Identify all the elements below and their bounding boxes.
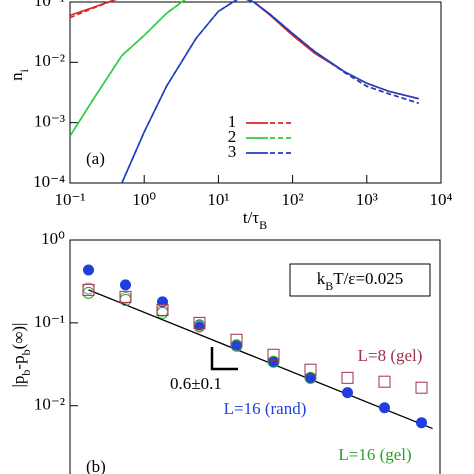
legend-label: 1 <box>228 112 237 131</box>
annotation-part: T/ε=0.025 <box>333 269 403 288</box>
annotation: kBT/ε=0.025 <box>317 269 404 293</box>
point <box>342 387 353 399</box>
y-axis-label-part: b <box>19 370 33 376</box>
y-axis-label-part: -p <box>9 355 28 369</box>
y-axis-label: |pb-pb(∞)| <box>9 323 33 388</box>
plot-marks <box>82 264 433 430</box>
y-axis-label-part: |p <box>9 376 28 388</box>
y-axis-label-part: i <box>17 68 31 72</box>
x-axis-label-part: t/τ <box>243 208 259 227</box>
fit-line <box>88 289 433 430</box>
point <box>416 417 427 429</box>
x-axis-label-part: B <box>259 218 267 232</box>
point <box>304 363 317 376</box>
series-label: L=16 (gel) <box>338 445 411 464</box>
annotation-part: B <box>325 279 333 293</box>
point <box>267 355 280 368</box>
y-axis-label-part: (∞)| <box>9 323 28 350</box>
y-tick-label: 10⁻² <box>34 395 65 414</box>
point <box>193 316 206 329</box>
plot-frame <box>69 1 442 184</box>
series-label: L=8 (gel) <box>358 346 423 365</box>
plot-frame <box>69 239 441 474</box>
point <box>119 290 132 303</box>
x-tick-label: 10⁻¹ <box>54 190 85 209</box>
annotation-part: k <box>317 269 326 288</box>
x-tick-label: 10⁴ <box>430 190 453 209</box>
y-tick-label: 10⁰ <box>41 229 65 248</box>
series-line <box>70 0 186 137</box>
panel-label: (a) <box>86 149 105 168</box>
point <box>82 283 95 296</box>
x-tick-label: 10⁰ <box>132 190 156 209</box>
point <box>379 402 390 414</box>
slope-marker <box>210 347 238 371</box>
point <box>120 279 131 291</box>
legend-label: 3 <box>228 142 237 161</box>
point <box>156 303 169 316</box>
slope-label: 0.6±0.1 <box>170 374 222 393</box>
annotation-box <box>289 263 431 297</box>
x-tick-label: 10² <box>282 190 304 209</box>
point <box>157 296 168 308</box>
y-axis-label: ni <box>7 68 31 81</box>
x-tick-label: 10³ <box>356 190 378 209</box>
plot-lines <box>70 0 419 183</box>
series-line <box>70 0 419 104</box>
point <box>378 375 391 388</box>
point <box>268 356 279 368</box>
series-label: L=16 (rand) <box>224 399 307 418</box>
series-line <box>121 0 419 183</box>
point <box>341 371 354 384</box>
point <box>267 348 280 361</box>
y-tick-label: 10⁻² <box>34 51 65 70</box>
y-tick-label: 10⁻³ <box>34 112 65 131</box>
panel-label: (b) <box>86 457 106 474</box>
y-axis-label-part: b <box>19 349 33 355</box>
x-axis-label: t/τB <box>243 208 267 232</box>
point <box>230 333 243 346</box>
y-tick-label: 10⁻¹ <box>34 312 65 331</box>
y-tick-label: 10⁻¹ <box>34 0 65 10</box>
series-line <box>121 0 419 183</box>
y-axis-label-part: n <box>7 72 26 81</box>
legend-label: 2 <box>228 127 237 146</box>
y-tick-label: 10⁻⁴ <box>33 172 65 191</box>
point <box>83 264 94 276</box>
x-tick-label: 10¹ <box>207 190 229 209</box>
point <box>415 381 428 394</box>
point <box>304 371 317 384</box>
